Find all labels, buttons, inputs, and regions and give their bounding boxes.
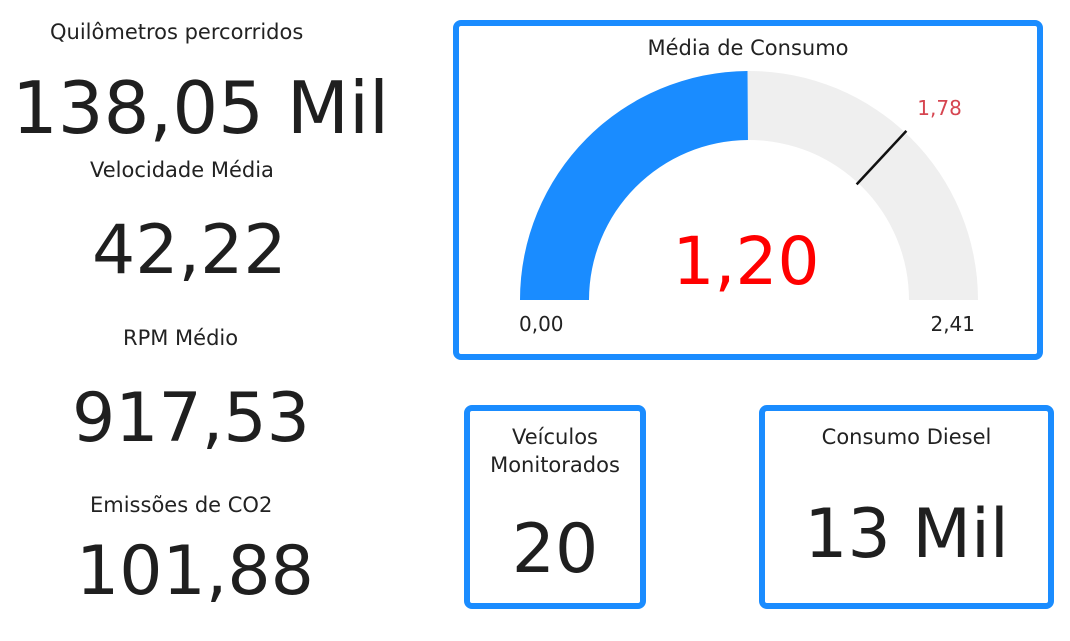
consumption-gauge-card[interactable]: Média de Consumo 1,78 1,20 0,00 2,41: [453, 20, 1043, 360]
gauge-title: Média de Consumo: [647, 36, 849, 60]
vehicles-title-line2: Monitorados: [490, 453, 620, 477]
km-value: 138,05 Mil: [12, 66, 389, 150]
rpm-value: 917,53: [72, 379, 310, 458]
gauge-value-label: 1,20: [673, 223, 820, 300]
speed-value: 42,22: [92, 211, 287, 290]
km-label: Quilômetros percorridos: [50, 20, 304, 44]
vehicles-title-line1: Veículos: [512, 425, 598, 449]
gauge-chart: 1,78 1,20 0,00 2,41: [519, 71, 978, 336]
rpm-label: RPM Médio: [123, 326, 239, 350]
diesel-title: Consumo Diesel: [821, 425, 992, 449]
co2-value: 101,88: [76, 532, 314, 611]
diesel-value: 13 Mil: [804, 495, 1009, 574]
co2-label: Emissões de CO2: [90, 493, 273, 517]
speed-label: Velocidade Média: [90, 158, 274, 182]
diesel-card[interactable]: Consumo Diesel 13 Mil: [759, 405, 1054, 609]
gauge-target-label: 1,78: [917, 96, 962, 120]
vehicles-card[interactable]: Veículos Monitorados 20: [464, 405, 646, 609]
vehicles-value: 20: [511, 510, 599, 589]
gauge-max-label: 2,41: [930, 312, 975, 336]
gauge-value-arc: [520, 71, 748, 300]
gauge-target-marker: [855, 130, 908, 186]
gauge-min-label: 0,00: [519, 312, 564, 336]
